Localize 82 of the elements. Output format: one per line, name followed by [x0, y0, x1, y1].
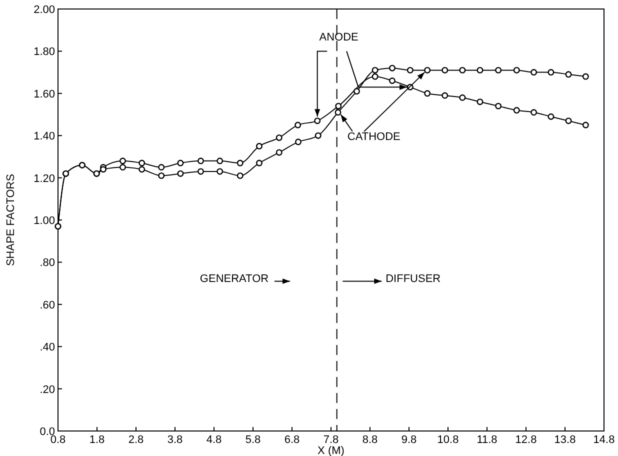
point [256, 160, 262, 166]
y-tick-label: 1.00 [34, 215, 55, 227]
point [406, 66, 414, 74]
y-axis-title: SHAPE FACTORS [5, 174, 17, 266]
point [565, 71, 572, 78]
point [513, 66, 520, 74]
x-axis-title: X (M) [318, 445, 344, 456]
x-tick-label: 2.8 [128, 434, 144, 446]
x-tick-label: 5.8 [245, 434, 261, 446]
y-tick-label: .20 [40, 384, 55, 396]
point [334, 109, 342, 116]
x-tick-label: 8.8 [362, 434, 378, 446]
point [495, 66, 502, 74]
point [388, 64, 396, 72]
point [158, 172, 165, 179]
x-tick-label: 7.8 [323, 434, 339, 446]
x-tick-label: 9.8 [401, 434, 417, 446]
y-tick-label: 2.00 [34, 4, 55, 16]
annotation: CATHODE [347, 130, 400, 143]
point [476, 98, 484, 106]
y-tick-label: .80 [40, 257, 55, 270]
point [530, 109, 538, 116]
point [582, 122, 589, 128]
point [548, 113, 554, 120]
point [565, 118, 572, 124]
y-tick-label: 1.20 [34, 172, 55, 185]
point [236, 160, 244, 166]
point [424, 66, 431, 74]
point [177, 170, 184, 177]
annotation: ANODE [319, 32, 358, 44]
point [276, 149, 282, 156]
x-tick-label: 6.8 [284, 434, 300, 446]
y-tick-label: .40 [40, 342, 55, 354]
x-tick-label: 14.8 [593, 434, 615, 446]
point [459, 66, 466, 74]
point [119, 158, 126, 164]
point [388, 78, 396, 84]
point [372, 73, 378, 80]
point [276, 134, 282, 141]
x-tick-label: 11.8 [476, 434, 498, 446]
point [548, 69, 554, 76]
x-tick-label: 12.8 [515, 434, 537, 446]
point [294, 138, 302, 146]
point [335, 102, 342, 110]
point [216, 158, 224, 164]
point [442, 92, 448, 99]
x-tick-label: 0.8 [50, 434, 66, 446]
point [294, 122, 302, 128]
x-tick-label: 1.8 [89, 434, 105, 446]
y-tick-label: .60 [40, 299, 55, 312]
x-tick-label: 3.8 [167, 434, 183, 446]
point [138, 166, 146, 173]
point [442, 66, 448, 74]
y-tick-label: 1.80 [34, 46, 55, 58]
point [582, 73, 589, 80]
point [314, 132, 322, 139]
point [530, 69, 538, 76]
point [100, 166, 106, 173]
x-tick-label: 13.8 [554, 434, 576, 446]
point [476, 66, 484, 74]
point [119, 164, 126, 170]
point [197, 168, 204, 175]
y-tick-label: 1.40 [34, 130, 55, 143]
point [177, 160, 184, 166]
point [138, 160, 146, 166]
point [513, 107, 520, 114]
x-tick-label: 10.8 [437, 434, 459, 446]
point [459, 94, 466, 101]
point [256, 142, 262, 150]
point [216, 168, 224, 175]
annotation: DIFFUSER [386, 273, 441, 286]
x-tick-label: 4.8 [206, 434, 222, 446]
point [158, 164, 165, 170]
point [372, 66, 378, 74]
point [314, 118, 321, 124]
point [197, 158, 204, 164]
point [353, 88, 360, 95]
point [424, 90, 431, 97]
annotation: GENERATOR [200, 273, 269, 286]
point [495, 102, 502, 110]
y-tick-label: 1.60 [34, 88, 55, 100]
point [236, 172, 244, 179]
